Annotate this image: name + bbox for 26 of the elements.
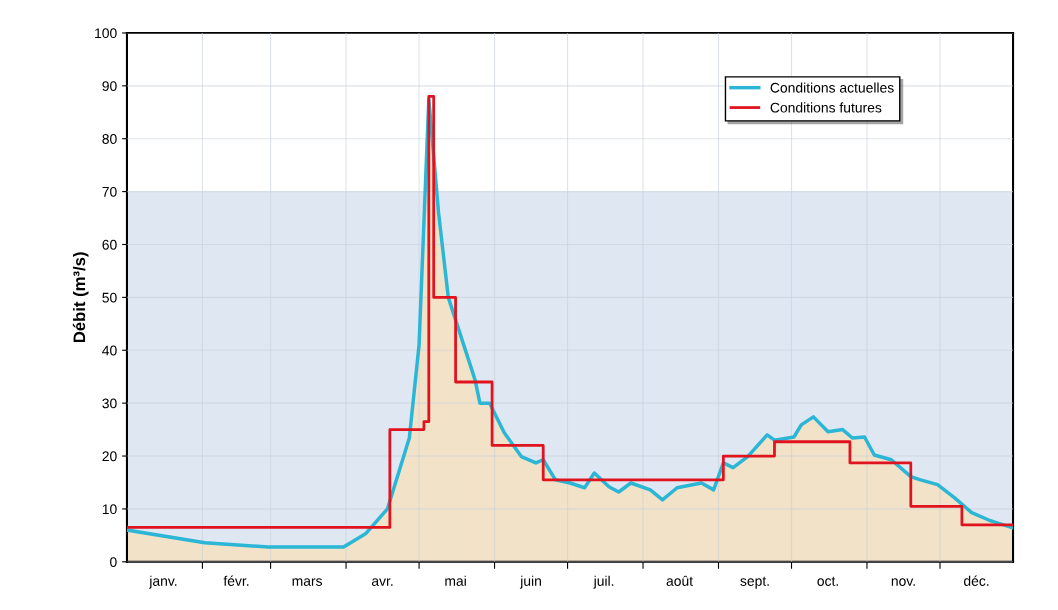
x-tick-label: févr. bbox=[223, 575, 249, 586]
x-tick-label: déc. bbox=[963, 575, 989, 586]
y-tick-label: 60 bbox=[102, 239, 117, 250]
y-tick-label: 90 bbox=[102, 81, 117, 91]
x-tick-label: nov. bbox=[891, 578, 915, 586]
legend-label: Conditions futures bbox=[770, 102, 882, 113]
y-tick-label: 70 bbox=[102, 186, 117, 197]
y-tick-label: 20 bbox=[102, 451, 117, 462]
x-tick-label: oct. bbox=[817, 576, 838, 586]
legend-label: Conditions actuelles bbox=[770, 82, 894, 93]
x-tick-label: mars bbox=[292, 578, 323, 586]
y-tick-label: 40 bbox=[102, 345, 117, 356]
y-tick-label: 80 bbox=[102, 134, 117, 144]
y-tick-label: 10 bbox=[102, 504, 117, 515]
x-tick-label: juin bbox=[519, 575, 541, 589]
x-tick-label: avr. bbox=[371, 578, 393, 586]
x-tick-label: janv. bbox=[148, 575, 177, 589]
x-tick-label: mai bbox=[445, 575, 466, 586]
x-tick-label: sept. bbox=[740, 576, 769, 589]
y-tick-label: 50 bbox=[102, 292, 117, 303]
x-tick-label: juil. bbox=[593, 575, 614, 589]
x-tick-label: août bbox=[666, 575, 693, 586]
y-tick-label: 100 bbox=[95, 28, 117, 39]
y-tick-label: 30 bbox=[102, 398, 117, 409]
y-tick-label: 0 bbox=[110, 557, 117, 567]
y-axis-title: Débit (m³/s) bbox=[72, 252, 89, 343]
